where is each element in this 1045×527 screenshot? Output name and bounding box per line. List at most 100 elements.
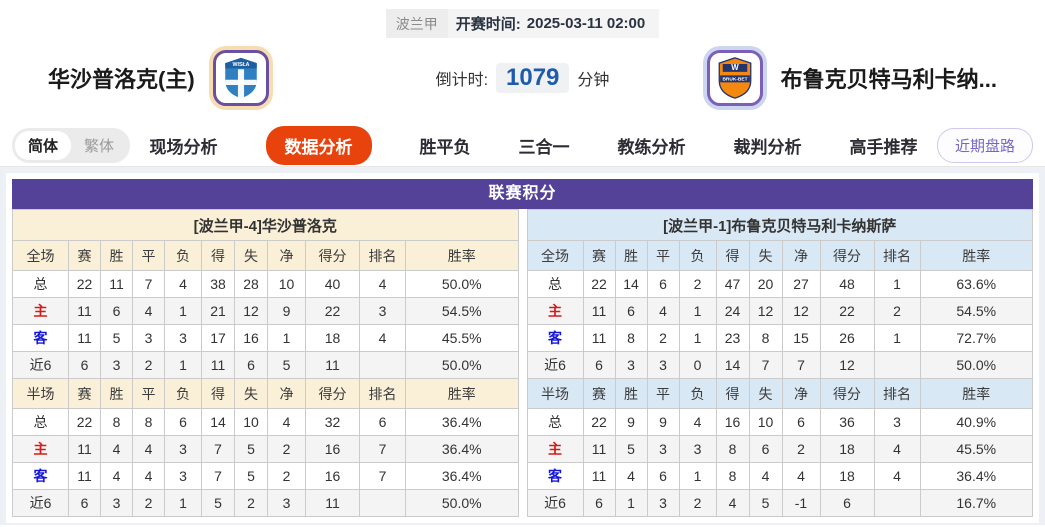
stat-cell: 1 — [267, 324, 306, 352]
lang-traditional-button[interactable]: 繁体 — [84, 137, 115, 155]
home-crest-icon: WISŁA — [224, 57, 257, 99]
column-header: 负 — [164, 378, 202, 409]
countdown-label: 倒计时: — [435, 72, 489, 89]
stat-cell: 36.4% — [405, 435, 519, 463]
stat-cell: 4 — [646, 297, 680, 325]
stat-cell: 22 — [305, 297, 360, 325]
stat-cell: 4 — [781, 462, 821, 490]
stat-cell: 6 — [781, 408, 821, 436]
league-tag: 波兰甲 — [385, 9, 448, 38]
kickoff-time: 开赛时间: 2025-03-11 02:00 — [447, 9, 660, 38]
stats-row: 客 11 8 2 1 23 8 15 26 1 72.7% — [526, 324, 1033, 352]
match-header: 波兰甲 开赛时间: 2025-03-11 02:00 华沙普洛克(主) WISŁ… — [0, 0, 1045, 124]
stat-cell: 6 — [68, 489, 101, 517]
league-points-card: 联赛积分 [波兰甲-4]华沙普洛克 全场赛胜平负得失净得分 排名 胜率总 22 11 7 4 3… — [6, 173, 1039, 523]
stat-cell: 1 — [678, 462, 717, 490]
stat-cell: 38 — [201, 270, 235, 298]
league-points-title: 联赛积分 — [12, 179, 1033, 209]
kickoff-datetime: 2025-03-11 02:00 — [526, 15, 646, 32]
stat-cell: 6 — [582, 489, 616, 517]
row-label: 主 — [12, 297, 69, 325]
stat-cell — [359, 351, 406, 379]
stat-cell: 1 — [678, 324, 717, 352]
stat-cell: 2 — [678, 489, 717, 517]
stat-cell: 11 — [68, 297, 101, 325]
column-header: 赛 — [582, 240, 616, 271]
stat-cell: 50.0% — [405, 351, 519, 379]
column-header: 失 — [234, 378, 268, 409]
tab-three-in-one[interactable]: 三合一 — [518, 137, 570, 157]
stat-cell: 47 — [715, 270, 750, 298]
recent-trend-button[interactable]: 近期盘路 — [936, 127, 1033, 163]
kickoff-label: 开赛时间: — [455, 16, 521, 33]
column-header: 胜率 — [919, 240, 1033, 271]
stats-row: 近6 6 3 2 1 5 2 3 11 50.0% — [12, 489, 519, 517]
home-team-name: 华沙普洛克(主) — [48, 67, 195, 92]
stat-cell: 1 — [164, 297, 202, 325]
svg-text:WISŁA: WISŁA — [232, 62, 249, 68]
stat-cell: 0 — [678, 351, 717, 379]
stats-row: 客 11 5 3 3 17 16 1 18 4 45.5% — [12, 324, 519, 352]
away-team: W BRUK-BET 布鲁克贝特马利卡纳... — [667, 46, 997, 110]
stat-cell: 23 — [715, 324, 750, 352]
stat-cell: 1 — [164, 489, 202, 517]
team-header-row: [波兰甲-4]华沙普洛克 — [12, 209, 519, 241]
stat-cell: 18 — [819, 462, 875, 490]
stats-row: 总 22 8 8 6 14 10 4 32 6 36.4% — [12, 408, 519, 436]
stat-cell: 6 — [582, 351, 616, 379]
stat-cell: 72.7% — [919, 324, 1033, 352]
stat-cell: 11 — [100, 270, 133, 298]
tab-expert-picks[interactable]: 高手推荐 — [849, 137, 918, 157]
stat-cell: 50.0% — [405, 270, 519, 298]
stat-cell: 9 — [267, 297, 306, 325]
stat-cell: 8 — [748, 324, 783, 352]
column-header: 胜 — [614, 378, 648, 409]
column-header: 得分 — [819, 240, 875, 271]
stat-cell: 63.6% — [919, 270, 1033, 298]
home-team: 华沙普洛克(主) WISŁA — [48, 46, 378, 110]
column-header: 全场 — [12, 240, 69, 271]
column-header: 净 — [267, 240, 306, 271]
stat-cell: 11 — [582, 435, 616, 463]
stats-row: 总 22 14 6 2 47 20 27 48 1 63.6% — [526, 270, 1033, 298]
tab-referee-analysis[interactable]: 裁判分析 — [733, 137, 802, 157]
stat-cell: 5 — [234, 462, 268, 490]
stat-cell: 22 — [582, 270, 616, 298]
column-header: 失 — [748, 378, 783, 409]
column-header: 平 — [132, 378, 165, 409]
column-header: 平 — [646, 240, 680, 271]
stat-cell: 6 — [234, 351, 268, 379]
row-label: 总 — [526, 408, 584, 436]
column-header: 胜 — [100, 378, 133, 409]
stat-cell: 11 — [68, 435, 101, 463]
stat-cell: 22 — [582, 408, 616, 436]
stat-cell: 7 — [748, 351, 783, 379]
stat-cell: 6 — [819, 489, 875, 517]
stats-row: 近6 6 1 3 2 4 5 -1 6 16.7% — [526, 489, 1033, 517]
away-team-badge: W BRUK-BET — [706, 50, 763, 106]
stat-cell: 27 — [781, 270, 821, 298]
column-header: 胜 — [614, 240, 648, 271]
stat-cell: 7 — [359, 462, 406, 490]
tab-win-draw-lose[interactable]: 胜平负 — [419, 137, 471, 157]
countdown: 倒计时: 1079 分钟 — [378, 63, 667, 93]
columns-header-row: 半场赛胜平负得失净得分 排名 胜率 — [526, 378, 1033, 409]
row-label: 近6 — [526, 489, 584, 517]
stat-cell: 3 — [100, 351, 133, 379]
stat-cell: 12 — [781, 297, 821, 325]
stat-cell: 1 — [614, 489, 648, 517]
stat-cell: 36.4% — [405, 462, 519, 490]
stat-cell: 3 — [873, 408, 921, 436]
stat-cell — [873, 351, 921, 379]
columns-header-row: 全场赛胜平负得失净得分 排名 胜率 — [526, 240, 1033, 271]
tab-coach-analysis[interactable]: 教练分析 — [617, 137, 686, 157]
tab-live-analysis[interactable]: 现场分析 — [149, 137, 218, 157]
away-team-name: 布鲁克贝特马利卡纳... — [780, 67, 997, 92]
lang-simplified-button[interactable]: 简体 — [15, 130, 72, 160]
stat-cell: 5 — [614, 435, 648, 463]
stat-cell: 17 — [201, 324, 235, 352]
column-header: 失 — [234, 240, 268, 271]
tab-data-analysis[interactable]: 数据分析 — [265, 125, 372, 165]
stat-cell: 1 — [873, 324, 921, 352]
stat-cell: 2 — [678, 270, 717, 298]
